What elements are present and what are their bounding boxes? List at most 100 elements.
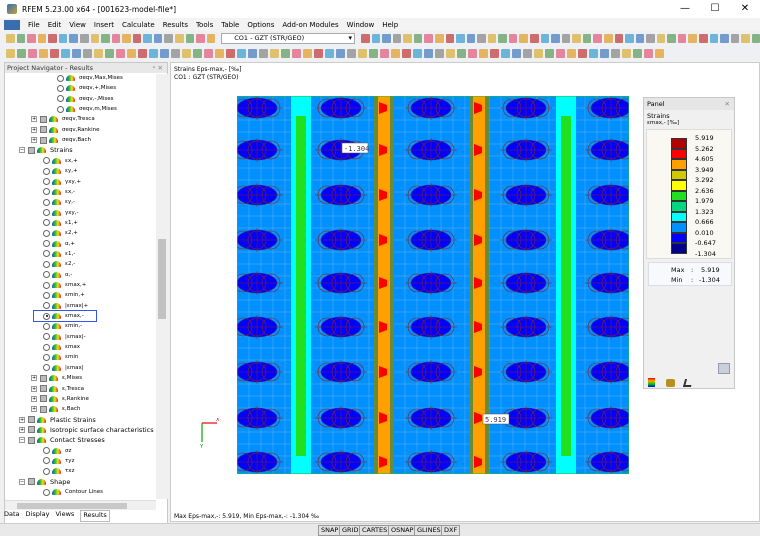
expand-icon[interactable]: + — [31, 375, 37, 382]
tree-item[interactable]: εy,+ — [43, 166, 78, 176]
toolbar-button-icon[interactable] — [336, 49, 345, 58]
checkbox[interactable] — [28, 436, 35, 444]
tree-item[interactable]: + σeqv,Rankine — [31, 125, 100, 135]
navigator-hscrollbar[interactable] — [5, 500, 156, 510]
radio-button[interactable] — [43, 291, 50, 299]
toolbar-button-icon[interactable] — [751, 34, 760, 43]
toolbar-button-icon[interactable] — [204, 49, 213, 58]
toolbar-button-icon[interactable] — [6, 49, 15, 58]
toolbar-button-icon[interactable] — [709, 34, 719, 43]
menu-app-icon[interactable] — [4, 19, 20, 30]
expand-icon[interactable]: + — [19, 416, 25, 423]
toolbar-button-icon[interactable] — [90, 34, 100, 43]
radio-button[interactable] — [43, 281, 50, 289]
menu-results[interactable]: Results — [162, 20, 188, 29]
radio-button[interactable] — [43, 343, 50, 351]
toolbar-button-icon[interactable] — [530, 34, 539, 43]
toolbar-button-icon[interactable] — [466, 34, 476, 43]
toolbar-button-icon[interactable] — [37, 34, 47, 43]
toolbar-button-icon[interactable] — [402, 49, 411, 58]
radio-button[interactable] — [43, 333, 50, 341]
radio-button[interactable] — [43, 198, 50, 206]
expand-icon[interactable]: + — [31, 395, 37, 402]
radio-button[interactable] — [43, 229, 50, 237]
toolbar-button-icon[interactable] — [27, 34, 36, 43]
scroll-thumb[interactable] — [17, 503, 127, 509]
checkbox[interactable] — [28, 478, 35, 486]
toolbar-button-icon[interactable] — [446, 49, 455, 58]
toolbar-button-icon[interactable] — [667, 34, 676, 43]
toolbar-button-icon[interactable] — [479, 49, 488, 58]
toolbar-button-icon[interactable] — [501, 49, 510, 58]
tree-item[interactable]: γxy,+ — [43, 177, 81, 187]
pen-icon[interactable] — [682, 379, 694, 387]
toolbar-button-icon[interactable] — [72, 49, 81, 58]
tree-item[interactable]: |εmax|+ — [43, 301, 88, 311]
toolbar-button-icon[interactable] — [578, 49, 587, 58]
close-button[interactable]: ✕ — [740, 3, 750, 14]
tab-display[interactable]: Display — [25, 510, 50, 518]
radio-button[interactable] — [43, 271, 50, 279]
toolbar-button-icon[interactable] — [582, 34, 592, 43]
tree-item[interactable]: − Contact Stresses — [19, 435, 105, 445]
tree-item[interactable]: + Plastic Strains — [19, 415, 96, 425]
radio-button[interactable] — [43, 312, 50, 320]
toolbar-button-icon[interactable] — [730, 34, 740, 43]
radio-button[interactable] — [43, 178, 50, 185]
checkbox[interactable] — [40, 374, 47, 382]
toolbar-button-icon[interactable] — [175, 34, 184, 43]
toolbar-button-icon[interactable] — [622, 49, 631, 58]
toolbar-button-icon[interactable] — [633, 49, 642, 58]
toolbar-button-icon[interactable] — [688, 34, 698, 43]
toolbar-button-icon[interactable] — [39, 49, 48, 58]
toolbar-button-icon[interactable] — [58, 34, 68, 43]
toolbar-button-icon[interactable] — [677, 34, 687, 43]
expand-icon[interactable]: + — [31, 116, 37, 123]
panel-close-button[interactable]: ✕ — [724, 100, 730, 108]
tree-item[interactable]: εmin,+ — [43, 290, 85, 300]
checkbox[interactable] — [40, 126, 47, 134]
checkbox[interactable] — [40, 395, 47, 403]
tree-item[interactable]: − Strains — [19, 145, 73, 155]
toolbar-button-icon[interactable] — [160, 49, 169, 58]
menu-table[interactable]: Table — [221, 20, 240, 29]
checkbox[interactable] — [40, 405, 47, 413]
color-scale-icon[interactable] — [648, 378, 655, 387]
radio-button[interactable] — [57, 95, 64, 103]
navigator-pin-close[interactable]: ᵖ ✕ — [152, 64, 163, 72]
toolbar-button-icon[interactable] — [185, 34, 195, 43]
tree-item[interactable]: σz — [43, 446, 71, 456]
navigator-vscrollbar[interactable] — [156, 74, 168, 499]
tab-results[interactable]: Results — [80, 510, 110, 522]
toolbar-button-icon[interactable] — [572, 34, 581, 43]
toolbar-button-icon[interactable] — [413, 49, 422, 58]
tree-item[interactable]: + ε,Mises — [31, 373, 82, 383]
graphics-view[interactable]: Strains Eps-max,- [‰] CO1 : GZT (STR/GEO… — [170, 62, 760, 522]
toolbar-button-icon[interactable] — [551, 34, 560, 43]
toolbar-button-icon[interactable] — [523, 49, 532, 58]
tree-item[interactable]: εmax,- — [43, 311, 84, 321]
radio-button[interactable] — [43, 322, 50, 330]
toolbar-button-icon[interactable] — [281, 49, 290, 58]
menu-insert[interactable]: Insert — [93, 20, 114, 29]
expand-icon[interactable]: − — [19, 478, 25, 485]
toolbar-button-icon[interactable] — [512, 49, 521, 58]
toolbar-button-icon[interactable] — [325, 49, 334, 58]
radio-button[interactable] — [57, 84, 64, 92]
tree-item[interactable]: |εmax| — [43, 363, 84, 373]
expand-icon[interactable]: + — [31, 126, 37, 133]
toolbar-button-icon[interactable] — [248, 49, 257, 58]
radio-button[interactable] — [43, 467, 50, 475]
toolbar-button-icon[interactable] — [369, 49, 378, 58]
tree-item[interactable]: α,- — [43, 270, 72, 280]
toolbar-button-icon[interactable] — [171, 49, 180, 58]
tree-item[interactable]: σeqv,+,Mises — [57, 83, 116, 93]
toolbar-button-icon[interactable] — [164, 34, 173, 43]
scroll-thumb[interactable] — [158, 239, 166, 319]
menu-help[interactable]: Help — [382, 20, 399, 29]
tree-item[interactable]: εmax,+ — [43, 280, 86, 290]
toolbar-button-icon[interactable] — [138, 49, 147, 58]
toolbar-button-icon[interactable] — [403, 34, 412, 43]
toolbar-button-icon[interactable] — [490, 49, 499, 58]
toolbar-button-icon[interactable] — [149, 49, 158, 58]
